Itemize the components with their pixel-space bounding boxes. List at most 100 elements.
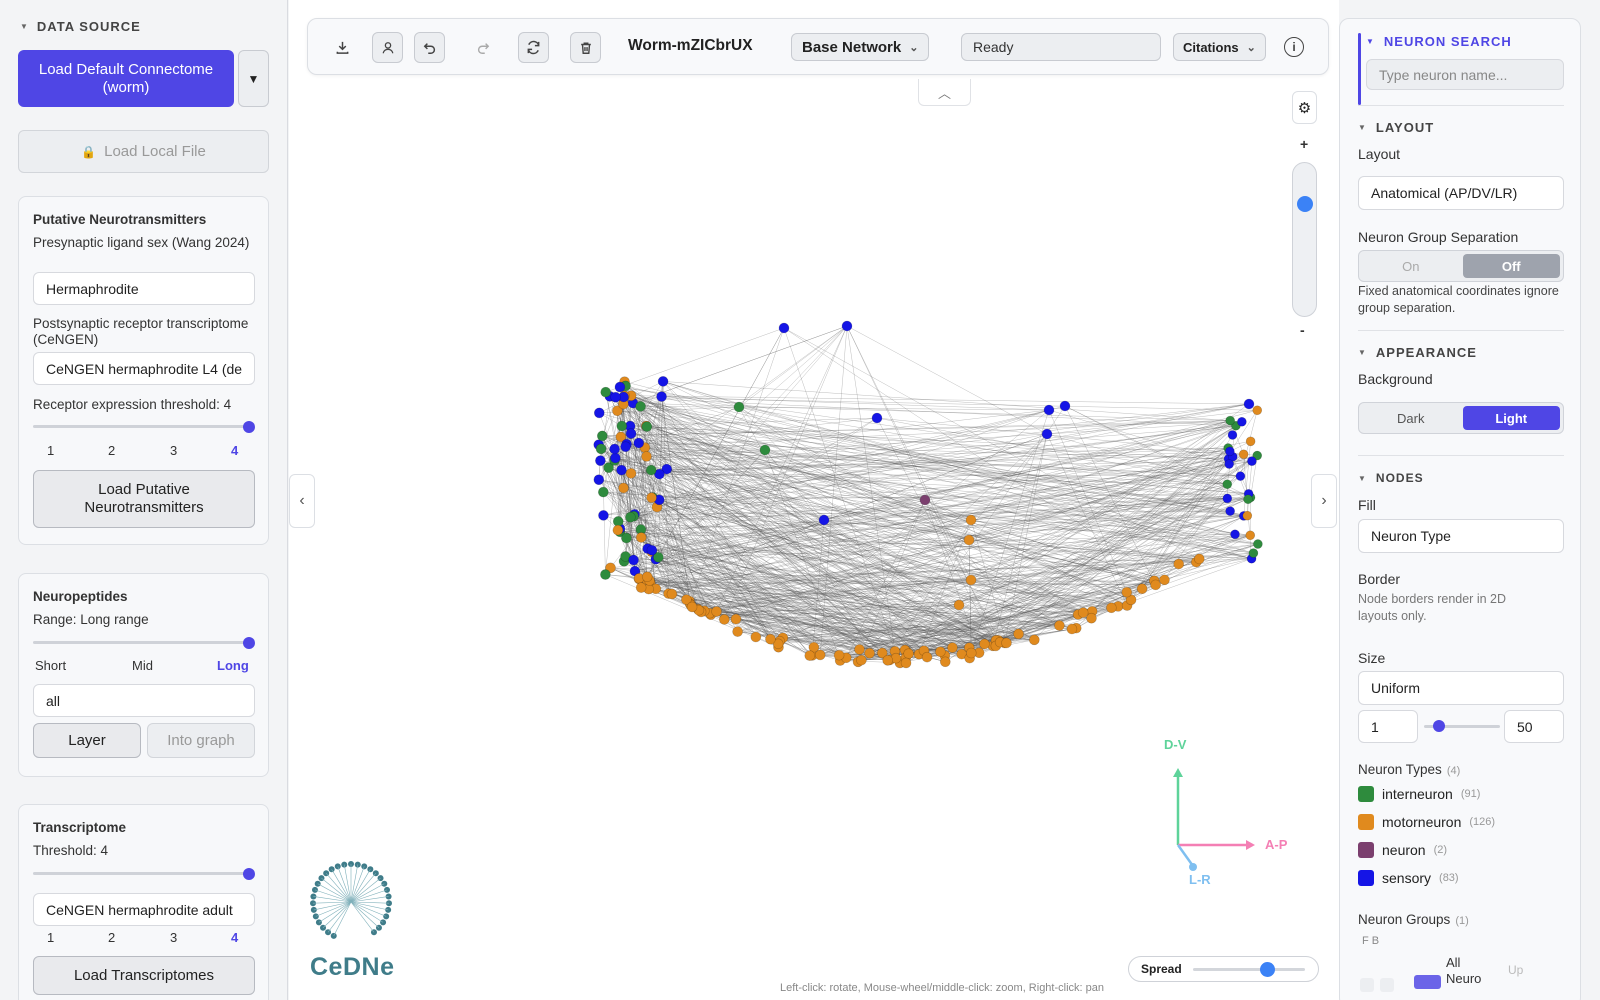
- neuron-node[interactable]: [833, 649, 845, 661]
- group-checkbox-f[interactable]: [1360, 978, 1374, 992]
- neuron-node[interactable]: [598, 510, 609, 521]
- neuron-node[interactable]: [612, 524, 624, 536]
- neuron-node[interactable]: [645, 464, 657, 476]
- neuron-node[interactable]: [1125, 594, 1137, 606]
- neuron-node[interactable]: [641, 451, 652, 462]
- neuron-node[interactable]: [610, 452, 621, 464]
- load-options-dropdown-button[interactable]: ▼: [238, 50, 269, 107]
- neuron-node[interactable]: [947, 642, 958, 653]
- background-light-option[interactable]: Light: [1462, 406, 1560, 430]
- neuron-node[interactable]: [965, 647, 977, 659]
- nodes-header[interactable]: ▼ NODES: [1358, 471, 1424, 485]
- neuron-node[interactable]: [633, 437, 645, 449]
- left-panel-toggle[interactable]: ‹: [289, 474, 315, 528]
- neuron-node[interactable]: [882, 655, 894, 666]
- background-dark-option[interactable]: Dark: [1397, 410, 1425, 426]
- layout-header[interactable]: ▼ LAYOUT: [1358, 120, 1434, 135]
- zoom-out-label[interactable]: -: [1300, 322, 1305, 338]
- spread-slider-track[interactable]: [1193, 968, 1305, 971]
- neuron-node[interactable]: [818, 514, 830, 526]
- ligand-sex-select[interactable]: Hermaphrodite: [33, 272, 255, 305]
- neuron-node[interactable]: [1043, 404, 1055, 416]
- zoom-slider-knob[interactable]: [1297, 195, 1313, 212]
- legend-item-motorneuron[interactable]: motorneuron (126): [1358, 814, 1495, 830]
- neuron-node[interactable]: [1159, 574, 1170, 586]
- neuron-node[interactable]: [804, 650, 816, 661]
- fill-select[interactable]: Neuron Type: [1358, 519, 1564, 553]
- neuron-node[interactable]: [1059, 400, 1071, 412]
- into-graph-button[interactable]: Into graph: [147, 723, 255, 758]
- neuron-node[interactable]: [625, 511, 636, 523]
- neuron-node[interactable]: [719, 614, 730, 625]
- range-slider[interactable]: [33, 637, 255, 649]
- neuron-node[interactable]: [732, 626, 743, 637]
- trash-icon[interactable]: [570, 32, 601, 63]
- neuron-node[interactable]: [765, 633, 776, 645]
- neuron-node[interactable]: [1238, 449, 1249, 460]
- neuron-node[interactable]: [854, 644, 865, 655]
- neuron-node[interactable]: [600, 386, 612, 398]
- neuron-node[interactable]: [656, 391, 667, 402]
- neuron-node[interactable]: [1225, 415, 1235, 426]
- neuron-node[interactable]: [1253, 539, 1263, 549]
- neuron-node[interactable]: [621, 532, 632, 544]
- info-icon[interactable]: i: [1284, 37, 1304, 57]
- neuron-node[interactable]: [615, 431, 627, 443]
- neuron-node[interactable]: [841, 320, 853, 332]
- zoom-in-label[interactable]: +: [1300, 136, 1309, 152]
- neuron-node[interactable]: [595, 443, 607, 455]
- neuron-node[interactable]: [1106, 602, 1117, 614]
- neuron-node[interactable]: [965, 514, 977, 526]
- neuron-node[interactable]: [921, 651, 933, 663]
- size-select[interactable]: Uniform: [1358, 671, 1564, 705]
- neuron-node[interactable]: [1001, 637, 1012, 649]
- neuron-node[interactable]: [814, 649, 826, 661]
- neuron-node[interactable]: [686, 601, 698, 613]
- graph-canvas[interactable]: D-V A-P L-R: [289, 0, 1339, 1000]
- neuron-node[interactable]: [625, 468, 637, 479]
- legend-item-interneuron[interactable]: interneuron (91): [1358, 786, 1480, 802]
- neuron-node[interactable]: [1227, 430, 1238, 440]
- spread-control[interactable]: Spread: [1128, 956, 1319, 982]
- neuron-node[interactable]: [1029, 634, 1040, 646]
- neuron-node[interactable]: [935, 646, 946, 658]
- neuron-node[interactable]: [1245, 530, 1256, 541]
- neuron-node[interactable]: [600, 569, 611, 580]
- neuron-node[interactable]: [593, 407, 605, 419]
- neuron-node[interactable]: [654, 468, 665, 480]
- neuron-node[interactable]: [646, 492, 657, 503]
- neuron-node[interactable]: [1224, 459, 1235, 469]
- neuron-node[interactable]: [614, 381, 626, 393]
- neuron-node[interactable]: [620, 441, 631, 453]
- neuron-node[interactable]: [903, 648, 914, 659]
- neuron-node[interactable]: [597, 430, 608, 442]
- neuron-node[interactable]: [610, 391, 621, 403]
- neuropeptide-filter-input[interactable]: all: [33, 684, 255, 717]
- neuron-node[interactable]: [603, 462, 614, 473]
- transcriptome-threshold-slider[interactable]: [33, 868, 255, 880]
- neuron-node[interactable]: [808, 641, 820, 653]
- neuron-node[interactable]: [657, 376, 669, 387]
- neuron-node[interactable]: [939, 656, 951, 668]
- neuron-node[interactable]: [1237, 416, 1247, 427]
- neuron-node[interactable]: [595, 455, 606, 466]
- neuron-node[interactable]: [609, 443, 620, 455]
- neuron-node[interactable]: [1225, 446, 1235, 457]
- neuron-node[interactable]: [653, 551, 664, 563]
- receptor-threshold-slider[interactable]: [33, 421, 255, 433]
- separation-on-option[interactable]: On: [1402, 258, 1420, 274]
- load-local-file-button[interactable]: 🔒 Load Local File: [18, 130, 269, 173]
- neuron-node[interactable]: [1230, 529, 1240, 540]
- neuron-node[interactable]: [1235, 471, 1246, 481]
- neuron-node[interactable]: [730, 613, 742, 625]
- neuron-node[interactable]: [876, 647, 888, 659]
- neuron-node[interactable]: [616, 464, 627, 476]
- size-slider[interactable]: [1424, 720, 1500, 732]
- neuron-node[interactable]: [1150, 579, 1161, 591]
- spread-slider-knob[interactable]: [1259, 962, 1275, 977]
- network-dropdown[interactable]: Base Network ⌄: [791, 33, 930, 61]
- load-putative-button[interactable]: Load Putative Neurotransmitters: [33, 470, 255, 528]
- neuron-node[interactable]: [963, 534, 975, 546]
- load-default-button[interactable]: Load Default Connectome (worm): [18, 50, 234, 107]
- neuron-node[interactable]: [666, 588, 678, 600]
